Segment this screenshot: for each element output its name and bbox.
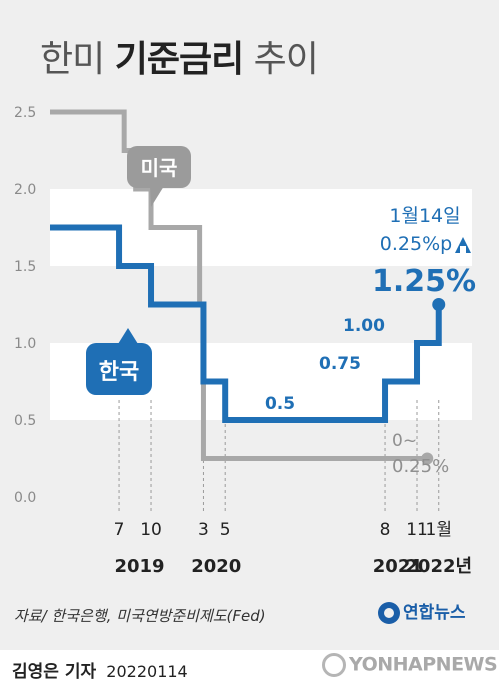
credit-line: 김영은 기자 20220114 [12, 657, 188, 682]
annotation-change: 0.25%p [380, 233, 452, 255]
us-callout-label: 미국 [141, 156, 178, 180]
x-tick-label: 8 [380, 520, 391, 540]
x-tick-label: 10 [140, 520, 162, 540]
watermark: YONHAPNEWS [322, 653, 498, 677]
watermark-logo-icon [322, 653, 346, 677]
x-tick-label: 11 [406, 520, 428, 540]
author-name: 김영은 기자 [12, 662, 97, 682]
y-tick-label: 0.0 [14, 490, 36, 506]
grid-band [50, 112, 472, 189]
us-end-dot [421, 452, 434, 465]
year-label: 2019 [114, 556, 164, 577]
kr-callout-tail [118, 328, 138, 344]
x-tick-label: 3 [198, 520, 209, 540]
yonhap-logo-text: 연합뉴스 [403, 603, 466, 623]
yonhap-logo: 연합뉴스 [378, 598, 466, 624]
y-tick-label: 2.0 [14, 182, 36, 198]
kr-end-dot [432, 298, 446, 311]
title-suffix: 추이 [253, 39, 319, 80]
year-label: 2021 [373, 556, 423, 577]
grid-band [50, 266, 472, 343]
y-tick-label: 1.5 [14, 259, 36, 275]
chart-title: 한미 기준금리 추이 [40, 30, 319, 82]
yonhap-logo-icon [378, 602, 400, 624]
kr-value-label: 0.5 [265, 394, 295, 414]
source-note: 자료/ 한국은행, 미국연방준비제도(Fed) [14, 607, 266, 625]
year-label: 2022년 [405, 556, 472, 577]
kr-value-label: 0.75 [319, 354, 361, 374]
publish-date: 20220114 [106, 662, 188, 681]
us-callout-tail [150, 186, 164, 207]
y-tick-label: 1.0 [14, 336, 36, 352]
annotation-date: 1월14일 [389, 205, 460, 227]
y-tick-label: 0.5 [14, 413, 36, 429]
watermark-text: YONHAPNEWS [349, 653, 498, 676]
year-label: 2020 [191, 556, 241, 577]
up-arrow-icon [455, 237, 471, 253]
title-bold: 기준금리 [114, 39, 244, 80]
x-tick-label: 5 [220, 520, 231, 540]
kr-callout-label: 한국 [99, 360, 139, 385]
kr-callout-box [86, 343, 152, 395]
x-tick-label: 7 [114, 520, 125, 540]
annotation-value: 1.25% [372, 264, 476, 299]
x-tick-label: 1월 [426, 520, 452, 540]
us-end-label: 0~ [392, 431, 417, 451]
kr-value-label: 1.00 [343, 316, 385, 336]
us-callout-box [127, 146, 191, 188]
us-end-label: 0.25% [392, 456, 449, 477]
kr-rate-line [50, 224, 442, 423]
title-prefix: 한미 [40, 39, 105, 80]
y-tick-label: 2.5 [14, 105, 36, 121]
